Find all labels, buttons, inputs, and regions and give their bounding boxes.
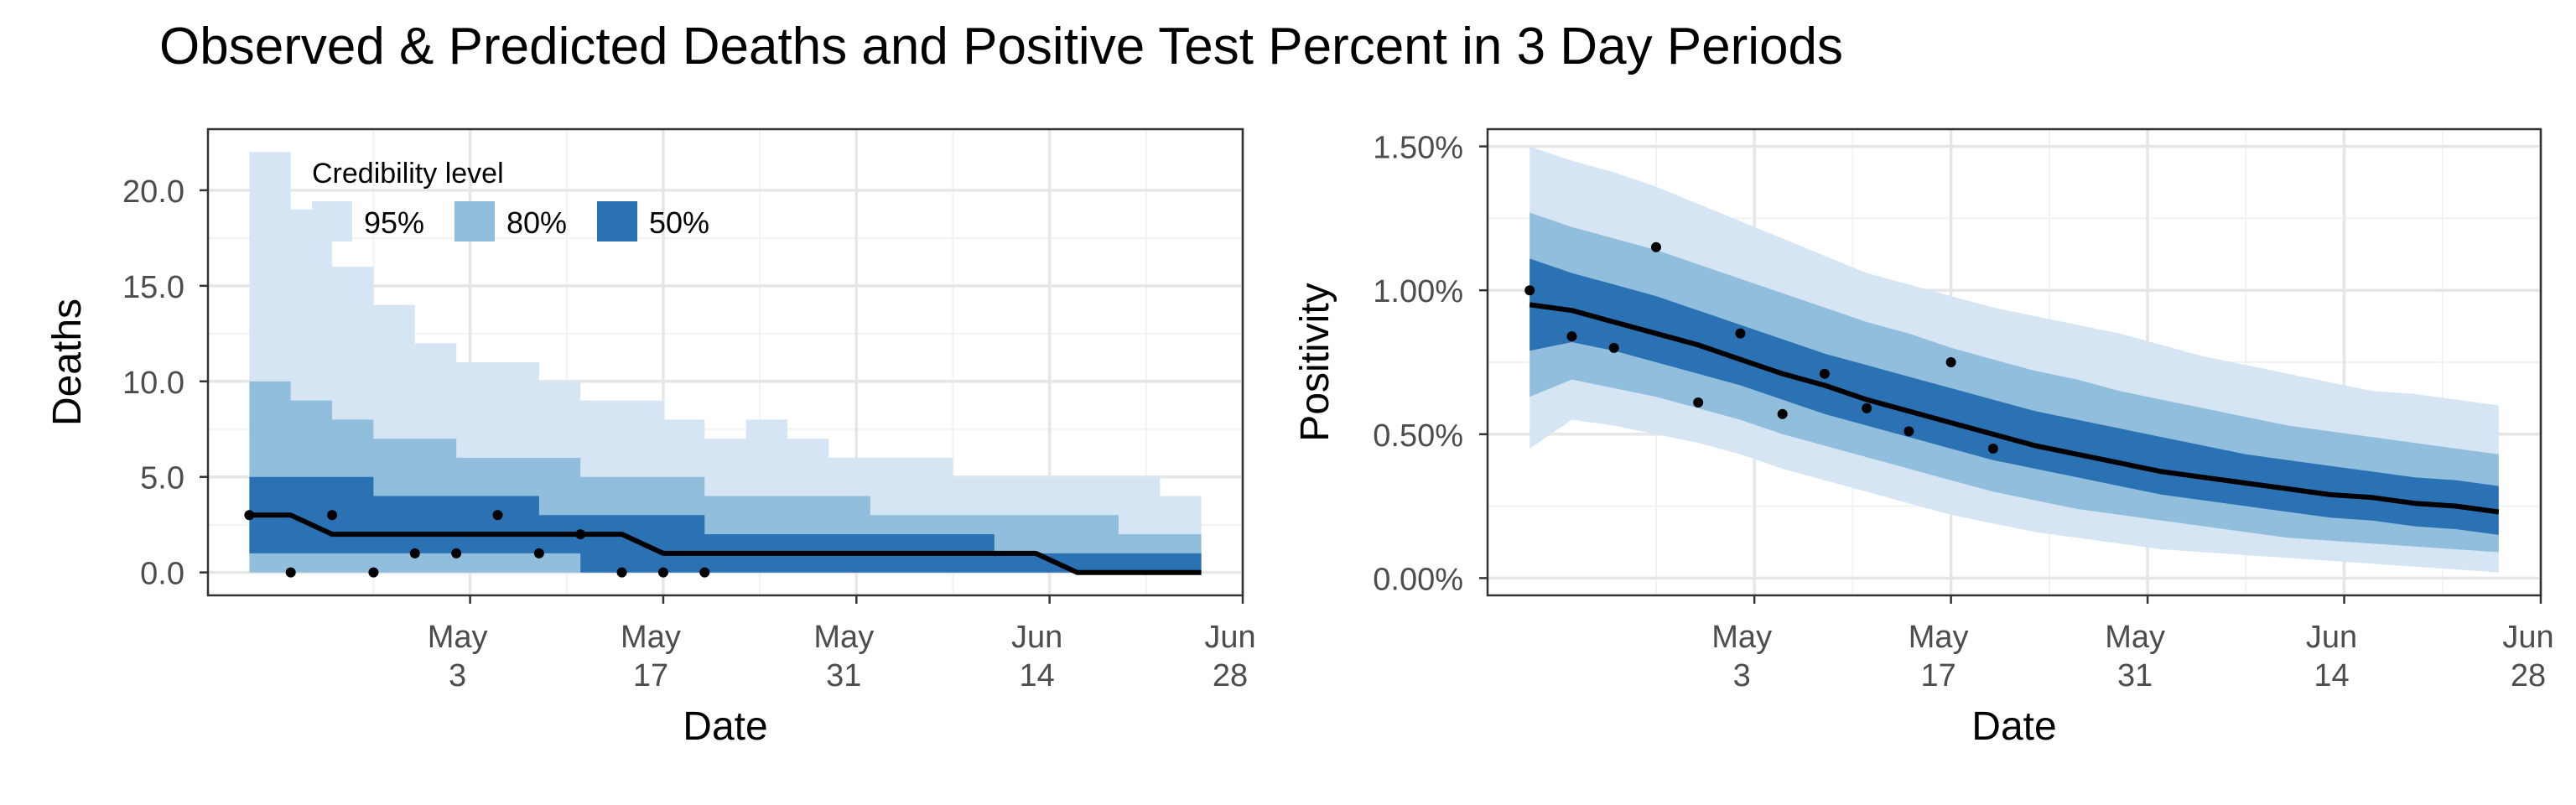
x-tick-label: 31 (2117, 658, 2153, 693)
x-tick-label: 14 (2314, 658, 2349, 693)
y-tick-label: 0.50% (1373, 418, 1463, 454)
observed-point (1987, 443, 1998, 454)
legend-key (597, 201, 637, 242)
observed-point (368, 567, 379, 578)
x-axis-title: Date (1971, 704, 2056, 749)
legend-label: 80% (506, 205, 567, 240)
x-tick-label: 31 (826, 658, 861, 693)
y-axis-title: Deaths (45, 299, 90, 426)
plot-frame (206, 127, 1244, 597)
legend-title: Credibility level (312, 158, 504, 190)
x-tick-label: May (1909, 620, 1969, 655)
plot-frame (1486, 127, 2542, 597)
observed-point (575, 529, 586, 540)
x-tick-label: 17 (1920, 658, 1955, 693)
observed-point (1524, 285, 1535, 296)
observed-point (409, 548, 420, 558)
y-tick-label: 20.0 (122, 174, 184, 210)
median-line (249, 512, 1202, 575)
x-tick-label: Jun (2306, 620, 2357, 655)
x-tick-label: 3 (1733, 658, 1751, 693)
x-tick-label: Jun (1011, 620, 1062, 655)
x-tick-label: May (428, 620, 488, 655)
x-tick-label: 14 (1020, 658, 1055, 693)
observed-point (1650, 242, 1661, 252)
legend-key (454, 201, 495, 242)
y-axis-title: Positivity (1293, 283, 1337, 441)
y-tick-label: 5.0 (140, 461, 184, 496)
observed-point (1777, 408, 1788, 419)
observed-point (327, 510, 338, 521)
x-axis-title: Date (683, 704, 767, 749)
y-tick-label: 0.00% (1373, 562, 1463, 597)
positivity-panel: 0.00%0.50%1.00%1.50%May3May17May31Jun14J… (1293, 127, 2554, 749)
band-50 (249, 476, 1202, 573)
y-tick-label: 10.0 (122, 366, 184, 401)
y-tick-label: 1.00% (1373, 274, 1463, 309)
legend-label: 50% (649, 205, 709, 240)
observed-point (1608, 342, 1619, 353)
y-tick-label: 1.50% (1373, 131, 1463, 166)
observed-point (1693, 397, 1704, 408)
observed-point (1903, 426, 1914, 437)
figure-title: Observed & Predicted Deaths and Positive… (159, 18, 1844, 75)
y-tick-label: 15.0 (122, 270, 184, 305)
observed-point (492, 510, 503, 521)
legend-key (312, 201, 352, 242)
x-tick-label: 28 (1213, 658, 1248, 693)
observed-point (1862, 402, 1872, 413)
observed-point (533, 548, 544, 558)
x-tick-label: May (813, 620, 874, 655)
x-tick-label: May (1711, 620, 1772, 655)
observed-point (285, 567, 296, 578)
observed-point (657, 567, 668, 578)
observed-point (1945, 357, 1956, 367)
x-tick-label: Jun (2502, 620, 2553, 655)
x-tick-label: May (621, 620, 681, 655)
x-tick-label: 17 (633, 658, 668, 693)
legend: Credibility level 95% 80% 50% (312, 158, 709, 242)
observed-point (699, 567, 710, 578)
observed-point (1566, 331, 1577, 342)
x-tick-label: 3 (449, 658, 466, 693)
observed-point (1735, 328, 1746, 339)
observed-point (244, 510, 255, 521)
observed-point (616, 567, 627, 578)
deaths-panel: 0.05.010.015.020.0May3May17May31Jun14Jun… (45, 127, 1256, 749)
x-tick-label: 28 (2511, 658, 2546, 693)
observed-point (1819, 368, 1830, 379)
median-line (1529, 302, 2500, 515)
band-50 (1530, 258, 2499, 535)
y-tick-label: 0.0 (140, 557, 184, 592)
legend-label: 95% (364, 205, 424, 240)
x-tick-label: May (2105, 620, 2165, 655)
x-tick-label: Jun (1204, 620, 1255, 655)
observed-point (451, 548, 462, 558)
